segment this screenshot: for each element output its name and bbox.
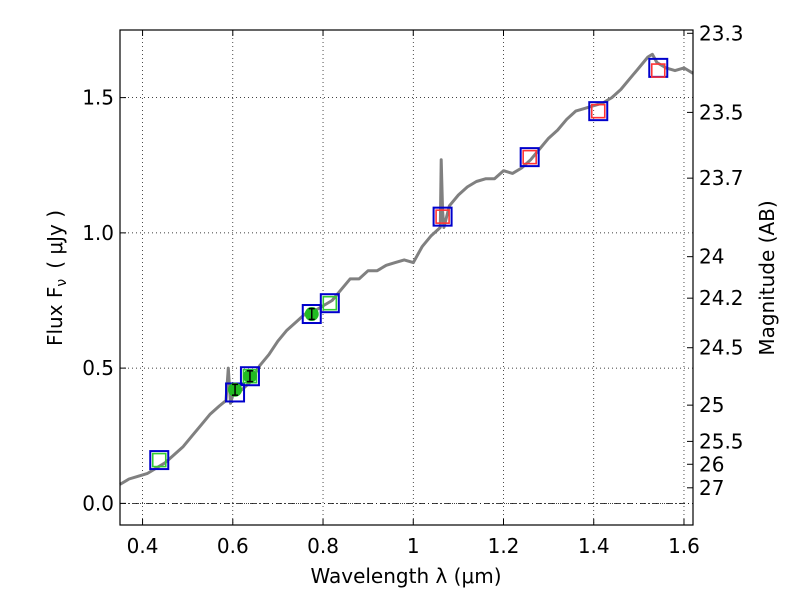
y-tick-label: 1.0 [82,221,114,245]
x-tick-label: 0.8 [307,534,339,558]
x-tick-label: 1.4 [578,534,610,558]
plot-background [120,30,693,525]
y-label-unit: ( μJy ) [43,210,67,269]
observed-flux-square [522,149,537,165]
y-axis-left-label: Flux Fν ( μJy ) [43,210,70,346]
model-photometry-square [149,450,170,471]
right-tick-label: 24.5 [699,336,744,360]
y-axis-left: 0.0 0.5 1.0 1.5 [82,86,126,515]
y-tick-label: 1.5 [82,86,114,110]
right-tick-label: 24 [699,245,724,269]
model-photometry-square [319,293,340,314]
right-tick-label: 23.3 [699,21,744,45]
right-tick-label: 24.2 [699,286,744,310]
right-tick-label: 25 [699,393,724,417]
y-tick-label: 0.5 [82,356,114,380]
y-label-nu: ν [54,279,70,287]
right-tick-label: 27 [699,476,724,500]
right-tick-label: 25.5 [699,429,744,453]
model-photometry-square [239,366,260,387]
x-tick-label: 1.6 [668,534,700,558]
y-axis-right-label: Magnitude (AB) [755,200,779,355]
right-tick-label: 23.5 [699,100,744,124]
observed-flux-square [590,103,606,119]
grid-lines [120,30,693,525]
x-tick-label: 1.2 [488,534,520,558]
x-axis-label: Wavelength λ (μm) [310,564,501,588]
model-photometry-square [301,304,322,325]
x-tick-label: 0.6 [217,534,249,558]
markers-layer [149,57,669,471]
observed-flux-square [435,209,450,224]
model-photometry-square [519,147,540,168]
right-tick-label: 26 [699,452,724,476]
model-photometry-square [432,206,453,227]
y-label-flux: Flux F [43,287,67,346]
plot-frame [119,29,694,526]
y-tick-label: 0.0 [82,491,114,515]
observed-flux-square [151,452,167,468]
x-tick-label: 1 [407,534,420,558]
observed-flux-square [650,63,666,78]
model-photometry-square [588,101,609,122]
right-tick-label: 23.7 [699,166,744,190]
observed-flux-square [322,295,338,311]
x-tick-label: 0.4 [127,534,159,558]
x-axis: 0.4 0.6 0.8 1 1.2 1.4 1.6 [127,30,700,558]
